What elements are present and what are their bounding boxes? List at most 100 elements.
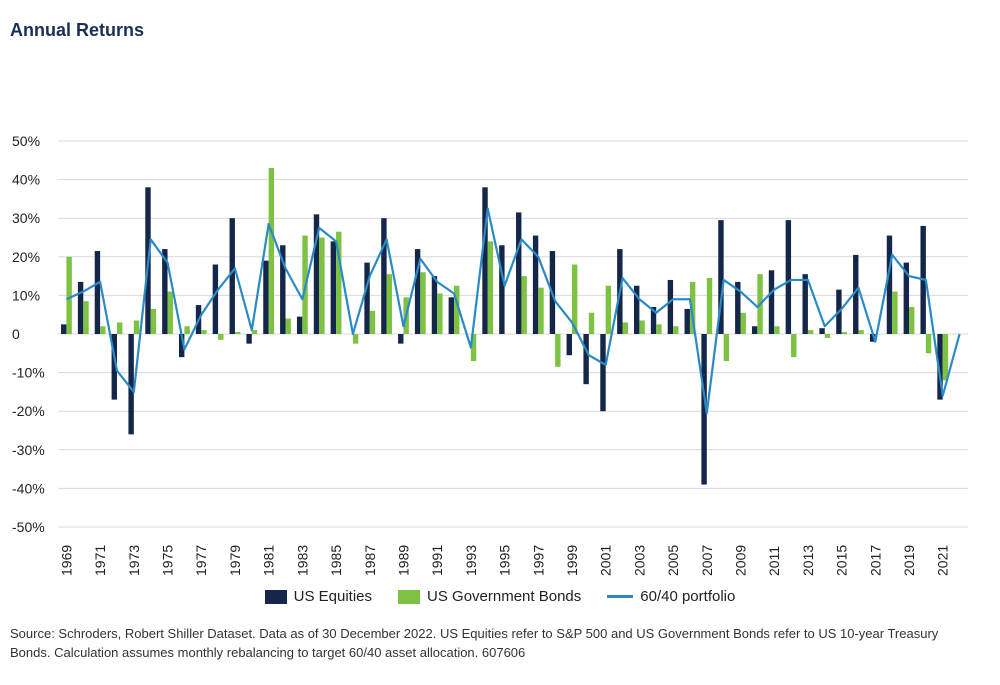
x-tick-label: 1973 <box>126 545 142 576</box>
bar-us-government-bonds <box>925 334 932 354</box>
bar-us-government-bonds <box>656 324 662 334</box>
bar-us-government-bonds <box>420 272 426 334</box>
y-tick-label: -20% <box>12 403 45 419</box>
bar-us-equities <box>111 334 117 400</box>
bar-us-equities <box>802 274 808 334</box>
source-note: Source: Schroders, Robert Shiller Datase… <box>10 626 939 660</box>
legend-label-us-equities: US Equities <box>293 588 373 605</box>
bar-us-government-bonds <box>336 231 342 334</box>
bar-us-government-bonds <box>369 310 376 334</box>
x-tick-label: 1997 <box>530 545 546 576</box>
x-tick-label: 1983 <box>294 545 310 576</box>
legend-item-us-equities: US Equities <box>264 588 373 605</box>
x-tick-label: 1995 <box>497 545 513 576</box>
bar-us-government-bonds <box>470 334 477 362</box>
bar-us-equities <box>77 281 84 334</box>
y-axis-tick-labels: 50% 40% 30% 20% 10% 0 -10% -20% -30% -40% -50% <box>12 133 45 535</box>
portfolio-line-layer <box>65 207 961 415</box>
bar-us-equities <box>313 214 320 334</box>
bar-us-government-bonds <box>824 334 831 338</box>
bar-us-equities <box>869 334 876 342</box>
bar-us-government-bonds <box>740 312 746 334</box>
bar-us-equities <box>482 187 488 334</box>
x-tick-label: 2009 <box>733 545 749 576</box>
bar-us-equities <box>330 241 337 334</box>
bar-us-government-bonds <box>100 326 106 334</box>
x-tick-label: 1991 <box>429 545 445 576</box>
bar-us-equities <box>246 334 252 344</box>
x-tick-label: 1999 <box>564 545 580 576</box>
bars <box>61 168 949 485</box>
bar-us-equities <box>296 316 303 334</box>
bar-us-equities <box>650 306 657 334</box>
bar-us-government-bonds <box>268 168 275 334</box>
x-tick-label: 1971 <box>92 545 108 576</box>
bar-us-government-bonds <box>218 334 224 340</box>
bar-us-government-bonds <box>386 274 393 334</box>
bar-us-government-bonds <box>571 264 578 334</box>
bar-us-equities <box>532 235 539 334</box>
x-tick-label: 1979 <box>227 545 243 576</box>
bar-us-equities <box>499 245 505 334</box>
bar-us-equities <box>448 297 455 334</box>
legend-swatch-us-government-bonds <box>398 589 421 604</box>
bar-us-government-bonds <box>201 330 207 334</box>
bar-us-government-bonds <box>909 306 915 334</box>
bar-us-government-bonds <box>184 326 190 334</box>
y-tick-label: 10% <box>12 287 40 303</box>
bar-us-government-bonds <box>319 237 325 334</box>
bar-us-government-bonds <box>942 334 949 381</box>
bar-us-equities <box>600 334 606 412</box>
bar-us-government-bonds <box>251 330 258 334</box>
legend-item-us-government-bonds: US Government Bonds <box>398 588 581 605</box>
x-tick-label: 1969 <box>58 545 74 576</box>
bar-us-equities <box>61 324 67 334</box>
bar-us-equities <box>178 334 185 358</box>
x-tick-label: 1987 <box>362 545 378 576</box>
y-tick-label: 50% <box>12 133 40 149</box>
bar-us-government-bonds <box>706 278 713 334</box>
bar-us-government-bonds <box>807 330 814 334</box>
bar-us-equities <box>853 254 859 334</box>
y-tick-label: 20% <box>12 249 40 265</box>
bar-us-equities <box>701 334 707 485</box>
bar-us-government-bonds <box>791 334 797 358</box>
bar-us-government-bonds <box>774 326 780 334</box>
x-tick-label: 2003 <box>631 545 647 576</box>
x-tick-label: 2017 <box>867 545 883 576</box>
x-tick-label: 1975 <box>160 545 176 576</box>
bar-us-equities <box>735 281 741 334</box>
bar-us-equities <box>280 245 286 334</box>
bar-us-government-bonds <box>673 326 679 334</box>
bar-us-government-bonds <box>167 291 173 334</box>
bar-us-government-bonds <box>841 332 848 334</box>
bar-us-equities <box>583 334 589 385</box>
legend-label-60-40-portfolio: 60/40 portfolio <box>640 588 736 605</box>
bar-us-equities <box>94 251 101 334</box>
legend-item-60-40-portfolio: 60/40 portfolio <box>607 588 735 605</box>
bar-us-government-bonds <box>454 285 460 334</box>
y-tick-label: 30% <box>12 210 40 226</box>
bar-us-equities <box>633 285 640 334</box>
bar-us-equities <box>751 326 758 334</box>
bar-us-equities <box>667 279 674 334</box>
bar-us-government-bonds <box>285 318 291 334</box>
x-tick-label: 2005 <box>665 545 681 576</box>
x-tick-label: 1989 <box>395 545 411 576</box>
bar-us-equities <box>886 235 893 334</box>
bar-us-government-bonds <box>521 276 527 334</box>
bar-us-government-bonds <box>150 308 157 334</box>
line-60-40-portfolio <box>65 207 961 415</box>
x-tick-label: 2013 <box>800 545 816 576</box>
x-tick-label: 1977 <box>193 545 209 576</box>
bar-us-government-bonds <box>116 322 123 334</box>
x-tick-label: 2019 <box>901 545 917 576</box>
y-tick-label: 40% <box>12 172 40 188</box>
x-tick-label: 2021 <box>935 545 951 576</box>
annual-returns-chart: 50% 40% 30% 20% 10% 0 -10% -20% -30% -40% -50% 196… <box>12 133 968 576</box>
bar-us-government-bonds <box>622 322 628 334</box>
bar-us-equities <box>212 264 219 334</box>
bar-us-equities <box>398 334 404 344</box>
y-tick-label: -30% <box>12 442 45 458</box>
x-tick-label: 1985 <box>328 545 344 576</box>
